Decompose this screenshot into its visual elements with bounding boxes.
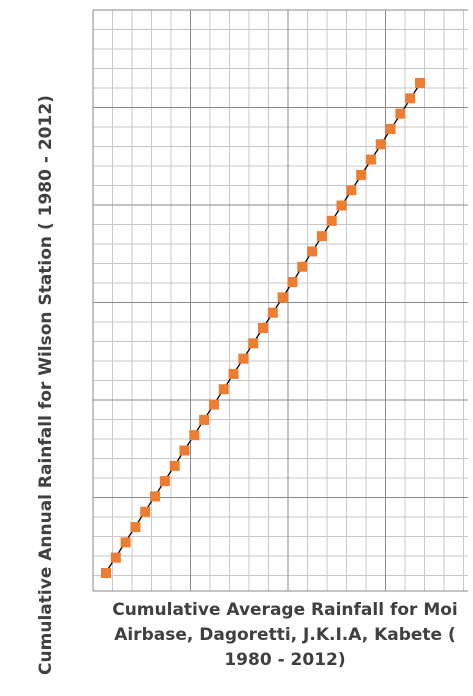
data-point [238,353,249,364]
data-point [130,522,141,533]
data-points [101,78,425,578]
data-point [307,246,318,257]
data-point [267,307,278,318]
data-point [385,123,396,134]
y-axis-label: Cumulative Annual Rainfall for Wilson St… [36,95,56,675]
y-axis-label-area: Cumulative Annual Rainfall for Wilson St… [0,0,92,696]
data-point [159,476,170,487]
data-point [179,445,190,456]
data-point [218,384,229,395]
data-point [120,537,131,548]
data-point [189,430,200,441]
data-point [346,185,357,196]
data-point [297,261,308,272]
data-point [405,93,416,104]
data-point [169,460,180,471]
data-point [248,338,259,349]
data-point [101,568,111,578]
data-point [258,323,268,333]
data-point [375,139,386,150]
data-point [316,231,327,242]
grid [92,9,468,592]
x-axis-label: Cumulative Average Rainfall for Moi Airb… [112,600,458,670]
data-point [415,78,425,88]
data-point [287,277,298,288]
data-point [199,414,210,425]
data-point [228,368,239,379]
data-point [208,399,219,410]
data-point [277,292,288,303]
data-point [150,491,161,502]
data-point [140,506,151,517]
data-point [395,108,406,119]
data-point [326,215,337,226]
data-point [110,552,121,563]
data-point [336,200,347,211]
data-point [356,169,367,180]
data-point [365,154,376,165]
